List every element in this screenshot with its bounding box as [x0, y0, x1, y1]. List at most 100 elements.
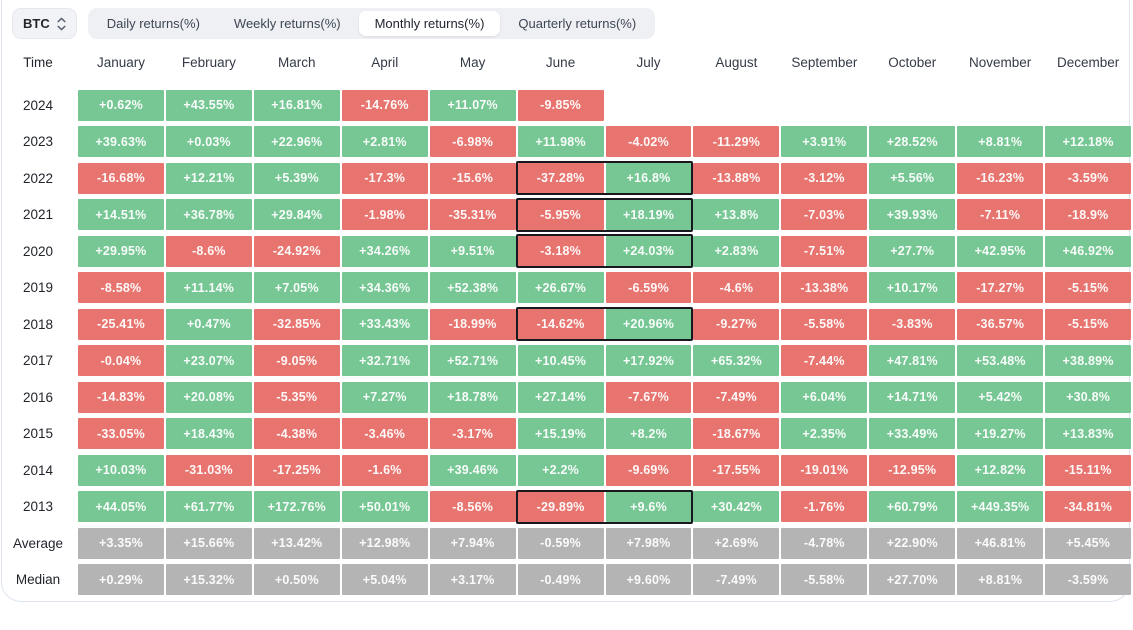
return-cell[interactable]: +9.60% — [605, 564, 692, 595]
return-cell[interactable]: +3.35% — [78, 527, 164, 559]
return-cell[interactable]: -17.55% — [693, 454, 780, 486]
tab-daily-returns[interactable]: Daily returns(%) — [106, 16, 200, 31]
return-cell[interactable]: -19.01% — [781, 454, 868, 486]
return-cell[interactable]: -35.31% — [429, 199, 516, 230]
return-cell[interactable]: +34.26% — [341, 235, 428, 267]
return-cell[interactable]: -12.95% — [869, 454, 956, 486]
return-cell[interactable]: -3.17% — [429, 418, 516, 449]
return-cell[interactable]: +43.55% — [165, 89, 252, 121]
return-cell[interactable]: -32.85% — [253, 308, 340, 340]
return-cell[interactable]: +2.69% — [693, 527, 780, 559]
return-cell[interactable]: -15.6% — [429, 162, 516, 194]
return-cell[interactable]: +24.03% — [605, 235, 692, 267]
return-cell[interactable]: +46.92% — [1045, 235, 1132, 267]
return-cell[interactable]: +9.6% — [605, 491, 692, 522]
return-cell[interactable]: +3.17% — [429, 564, 516, 595]
return-cell[interactable]: -36.57% — [957, 308, 1044, 340]
return-cell[interactable]: -17.25% — [253, 454, 340, 486]
return-cell[interactable]: -14.83% — [78, 381, 164, 413]
return-cell[interactable]: -5.15% — [1045, 272, 1132, 303]
return-cell[interactable]: -11.29% — [693, 126, 780, 157]
return-cell[interactable]: -6.59% — [605, 272, 692, 303]
return-cell[interactable]: +5.45% — [1045, 527, 1132, 559]
return-cell[interactable]: +30.42% — [693, 491, 780, 522]
return-cell[interactable]: +29.84% — [253, 199, 340, 230]
return-cell[interactable]: -6.98% — [429, 126, 516, 157]
return-cell[interactable]: +22.90% — [869, 527, 956, 559]
return-cell[interactable]: +28.52% — [869, 126, 956, 157]
return-cell[interactable]: +16.81% — [253, 89, 340, 121]
return-cell[interactable]: +18.43% — [165, 418, 252, 449]
return-cell[interactable]: -4.78% — [781, 527, 868, 559]
tab-monthly-returns[interactable]: Monthly returns(%) — [358, 11, 501, 36]
return-cell[interactable]: +12.21% — [165, 162, 252, 194]
return-cell[interactable]: -4.38% — [253, 418, 340, 449]
return-cell[interactable]: -3.83% — [869, 308, 956, 340]
return-cell[interactable]: +34.36% — [341, 272, 428, 303]
return-cell[interactable]: -18.99% — [429, 308, 516, 340]
return-cell[interactable]: +44.05% — [78, 491, 164, 522]
return-cell[interactable]: -0.04% — [78, 345, 164, 376]
return-cell[interactable]: +7.98% — [605, 527, 692, 559]
return-cell[interactable]: -37.28% — [517, 162, 604, 194]
return-cell[interactable]: -1.76% — [781, 491, 868, 522]
return-cell[interactable]: +11.07% — [429, 89, 516, 121]
return-cell[interactable]: +5.39% — [253, 162, 340, 194]
return-cell[interactable]: +6.04% — [781, 381, 868, 413]
return-cell[interactable]: +7.05% — [253, 272, 340, 303]
return-cell[interactable]: +5.04% — [341, 564, 428, 595]
return-cell[interactable]: +20.96% — [605, 308, 692, 340]
tab-quarterly-returns[interactable]: Quarterly returns(%) — [518, 16, 637, 31]
return-cell[interactable]: -15.11% — [1045, 454, 1132, 486]
return-cell[interactable]: +16.8% — [605, 162, 692, 194]
return-cell[interactable]: -13.88% — [693, 162, 780, 194]
return-cell[interactable]: +42.95% — [957, 235, 1044, 267]
return-cell[interactable]: +10.45% — [517, 345, 604, 376]
return-cell[interactable]: +14.71% — [869, 381, 956, 413]
return-cell[interactable]: -29.89% — [517, 491, 604, 522]
return-cell[interactable]: -13.38% — [781, 272, 868, 303]
return-cell[interactable]: +0.03% — [165, 126, 252, 157]
return-cell[interactable]: +13.8% — [693, 199, 780, 230]
return-cell[interactable]: +47.81% — [869, 345, 956, 376]
return-cell[interactable]: -24.92% — [253, 235, 340, 267]
return-cell[interactable]: -25.41% — [78, 308, 164, 340]
return-cell[interactable]: +29.95% — [78, 235, 164, 267]
return-cell[interactable]: -3.59% — [1045, 162, 1132, 194]
return-cell[interactable]: -7.51% — [781, 235, 868, 267]
return-cell[interactable]: -5.95% — [517, 199, 604, 230]
return-cell[interactable]: +0.62% — [78, 89, 164, 121]
return-cell[interactable]: +15.19% — [517, 418, 604, 449]
return-cell[interactable]: +39.46% — [429, 454, 516, 486]
return-cell[interactable]: -4.02% — [605, 126, 692, 157]
return-cell[interactable]: -8.58% — [78, 272, 164, 303]
return-cell[interactable]: -7.67% — [605, 381, 692, 413]
return-cell[interactable]: +8.2% — [605, 418, 692, 449]
return-cell[interactable]: -3.46% — [341, 418, 428, 449]
return-cell[interactable]: +33.49% — [869, 418, 956, 449]
return-cell[interactable]: +52.71% — [429, 345, 516, 376]
return-cell[interactable]: -0.59% — [517, 527, 604, 559]
return-cell[interactable]: +27.14% — [517, 381, 604, 413]
return-cell[interactable]: -9.27% — [693, 308, 780, 340]
return-cell[interactable]: +53.48% — [957, 345, 1044, 376]
symbol-selector[interactable]: BTC — [12, 8, 77, 39]
return-cell[interactable]: +2.2% — [517, 454, 604, 486]
return-cell[interactable]: +18.19% — [605, 199, 692, 230]
return-cell[interactable]: +46.81% — [957, 527, 1044, 559]
return-cell[interactable]: -3.12% — [781, 162, 868, 194]
return-cell[interactable]: -7.49% — [693, 564, 780, 595]
return-cell[interactable]: +38.89% — [1045, 345, 1132, 376]
return-cell[interactable]: +52.38% — [429, 272, 516, 303]
return-cell[interactable]: +8.81% — [957, 564, 1044, 595]
return-cell[interactable]: +17.92% — [605, 345, 692, 376]
return-cell[interactable]: +11.98% — [517, 126, 604, 157]
return-cell[interactable]: -8.56% — [429, 491, 516, 522]
return-cell[interactable]: +14.51% — [78, 199, 164, 230]
return-cell[interactable]: +30.8% — [1045, 381, 1132, 413]
return-cell[interactable]: +7.27% — [341, 381, 428, 413]
return-cell[interactable]: +50.01% — [341, 491, 428, 522]
return-cell[interactable]: -33.05% — [78, 418, 164, 449]
return-cell[interactable]: -5.58% — [781, 564, 868, 595]
return-cell[interactable]: -7.49% — [693, 381, 780, 413]
